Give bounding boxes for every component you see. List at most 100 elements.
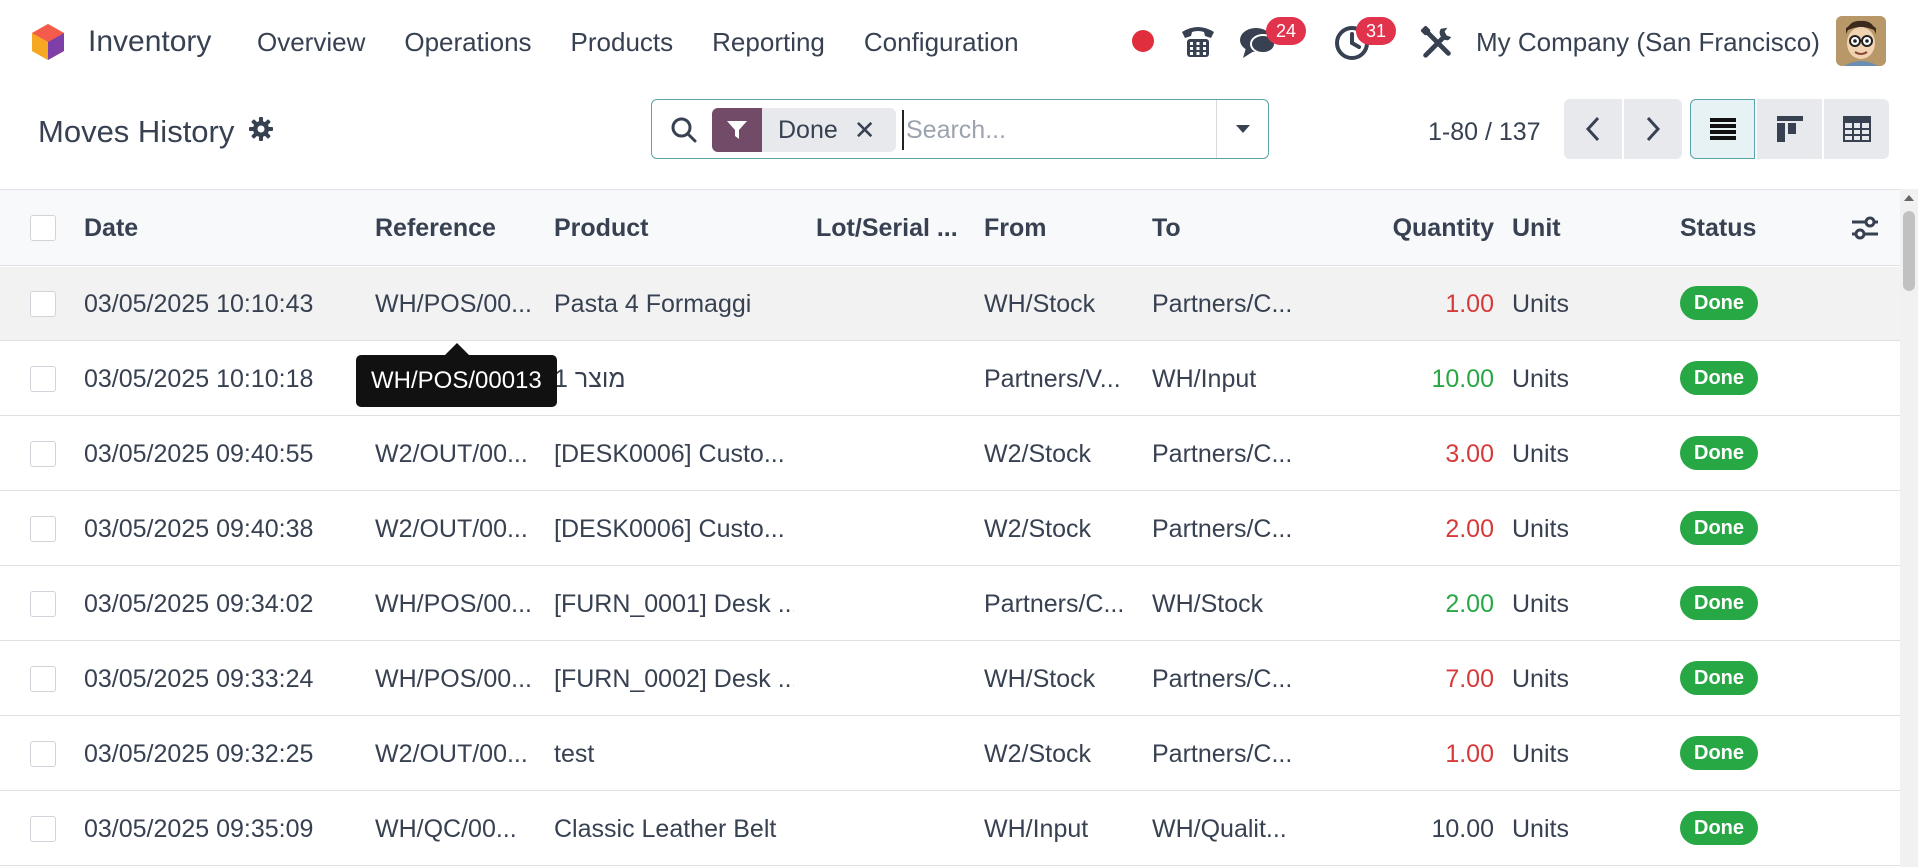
pivot-view-button[interactable] — [1824, 99, 1889, 159]
menu-reporting[interactable]: Reporting — [712, 27, 825, 57]
avatar[interactable] — [1836, 16, 1886, 66]
record-dot-icon[interactable] — [1132, 30, 1154, 52]
cell-reference: W2/OUT/00... — [375, 740, 528, 768]
menu-configuration[interactable]: Configuration — [863, 27, 1019, 57]
search-bar: Done ✕ — [651, 99, 1269, 159]
search-options-toggle[interactable] — [1216, 100, 1269, 158]
scrollbar[interactable] — [1900, 189, 1918, 867]
cell-quantity: 10.00 — [1431, 815, 1494, 843]
cell-status: Done — [1680, 567, 1830, 640]
cell-lot-serial — [816, 492, 966, 565]
row-checkbox[interactable] — [30, 741, 56, 767]
search-input[interactable] — [902, 110, 1202, 150]
row-checkbox[interactable] — [30, 666, 56, 692]
cell-quantity: 2.00 — [1445, 590, 1494, 618]
menu-operations[interactable]: Operations — [404, 27, 532, 57]
table-row[interactable]: 03/05/2025 10:10:43 WH/POS/00... Pasta 4 F… — [0, 267, 1900, 341]
status-badge: Done — [1680, 286, 1758, 320]
scroll-up-icon[interactable] — [1904, 195, 1914, 201]
cell-date: 03/05/2025 10:10:43 — [84, 290, 314, 318]
table-row[interactable]: 03/05/2025 09:32:25 W2/OUT/00... test W2/St… — [0, 717, 1900, 791]
company-switcher[interactable]: My Company (San Francisco) — [1476, 27, 1820, 57]
cell-reference: W2/OUT/00... — [375, 440, 528, 468]
cell-quantity: 2.00 — [1445, 515, 1494, 543]
chat-count-badge: 24 — [1266, 17, 1306, 45]
column-header-status[interactable]: Status — [1680, 214, 1757, 242]
kanban-view-icon — [1776, 116, 1803, 142]
table-header: Date Reference Product Lot/Serial ... Fr… — [0, 190, 1900, 266]
cell-unit: Units — [1512, 590, 1569, 618]
inventory-logo-icon[interactable] — [28, 22, 68, 62]
table-row[interactable]: 03/05/2025 09:33:24 WH/POS/00... [FURN_000… — [0, 642, 1900, 716]
column-header-date[interactable]: Date — [84, 214, 139, 242]
cell-unit: Units — [1512, 515, 1569, 543]
pager-next-button[interactable] — [1624, 99, 1682, 159]
column-header-product[interactable]: Product — [554, 214, 649, 242]
facet-value: Done — [762, 108, 854, 152]
column-header-reference[interactable]: Reference — [375, 214, 496, 242]
cell-reference: WH/POS/00... — [375, 590, 532, 618]
row-checkbox[interactable] — [30, 441, 56, 467]
cell-lot-serial — [816, 417, 966, 490]
row-checkbox[interactable] — [30, 816, 56, 842]
column-header-lot-serial[interactable]: Lot/Serial ... — [816, 214, 958, 242]
table-row[interactable]: 03/05/2025 09:34:02 WH/POS/00... [FURN_000… — [0, 567, 1900, 641]
list-view-icon — [1709, 118, 1736, 140]
gear-icon[interactable] — [248, 116, 274, 142]
cell-reference: WH/POS/00... — [375, 665, 532, 693]
select-all-checkbox[interactable] — [30, 215, 56, 241]
status-badge: Done — [1680, 511, 1758, 545]
cell-unit: Units — [1512, 440, 1569, 468]
menu-products[interactable]: Products — [570, 27, 674, 57]
pager-value[interactable]: 1-80 / 137 — [1428, 118, 1541, 146]
search-icon[interactable] — [670, 116, 698, 144]
table-row[interactable]: 03/05/2025 09:35:09 WH/QC/00... Classic Le… — [0, 792, 1900, 866]
cell-unit: Units — [1512, 815, 1569, 843]
cell-from: W2/Stock — [984, 440, 1091, 468]
cell-lot-serial — [816, 567, 966, 640]
pivot-view-icon — [1842, 116, 1871, 142]
column-header-unit[interactable]: Unit — [1512, 214, 1561, 242]
page-title: Moves History — [38, 114, 235, 149]
cell-to: Partners/C... — [1152, 290, 1293, 318]
cell-date: 03/05/2025 09:32:25 — [84, 740, 314, 768]
app-name[interactable]: Inventory — [88, 25, 212, 58]
phone-icon[interactable] — [1178, 22, 1218, 62]
pager-previous-button[interactable] — [1564, 99, 1622, 159]
cell-status: Done — [1680, 642, 1830, 715]
cell-lot-serial — [816, 642, 966, 715]
tooltip-arrow — [445, 343, 469, 355]
cell-to: WH/Input — [1152, 365, 1257, 393]
top-navbar: Inventory Overview Operations Products R… — [0, 0, 1918, 84]
table-row[interactable]: 03/05/2025 10:10:18WH/POS/00...מוצר 1Par… — [0, 342, 1900, 416]
column-header-quantity[interactable]: Quantity — [1392, 214, 1494, 242]
kanban-view-button[interactable] — [1757, 99, 1822, 159]
list-view-button[interactable] — [1690, 99, 1755, 159]
cell-date: 03/05/2025 09:35:09 — [84, 815, 314, 843]
cell-product: [DESK0006] Custo... — [554, 515, 785, 543]
row-checkbox[interactable] — [30, 591, 56, 617]
cell-unit: Units — [1512, 365, 1569, 393]
cell-unit: Units — [1512, 740, 1569, 768]
cell-quantity: 10.00 — [1431, 365, 1494, 393]
row-checkbox[interactable] — [30, 516, 56, 542]
row-checkbox[interactable] — [30, 366, 56, 392]
sliders-icon[interactable] — [1850, 214, 1880, 242]
cell-reference: WH/POS/00... — [375, 290, 532, 318]
table-row[interactable]: 03/05/2025 09:40:38 W2/OUT/00... [DESK0006… — [0, 492, 1900, 566]
cell-to: Partners/C... — [1152, 515, 1293, 543]
cell-status: Done — [1680, 717, 1830, 790]
column-header-from[interactable]: From — [984, 214, 1047, 242]
tools-icon[interactable] — [1418, 22, 1456, 62]
column-header-to[interactable]: To — [1152, 214, 1181, 242]
status-badge: Done — [1680, 436, 1758, 470]
row-checkbox[interactable] — [30, 291, 56, 317]
main-menu: Overview Operations Products Reporting C… — [257, 22, 1058, 62]
search-facet: Done ✕ — [712, 108, 896, 152]
scroll-thumb[interactable] — [1903, 211, 1915, 291]
cell-to: Partners/C... — [1152, 665, 1293, 693]
facet-remove-button[interactable]: ✕ — [853, 108, 896, 152]
menu-overview[interactable]: Overview — [257, 27, 366, 57]
table-row[interactable]: 03/05/2025 09:40:55 W2/OUT/00... [DESK0006… — [0, 417, 1900, 491]
cell-from: WH/Stock — [984, 290, 1096, 318]
